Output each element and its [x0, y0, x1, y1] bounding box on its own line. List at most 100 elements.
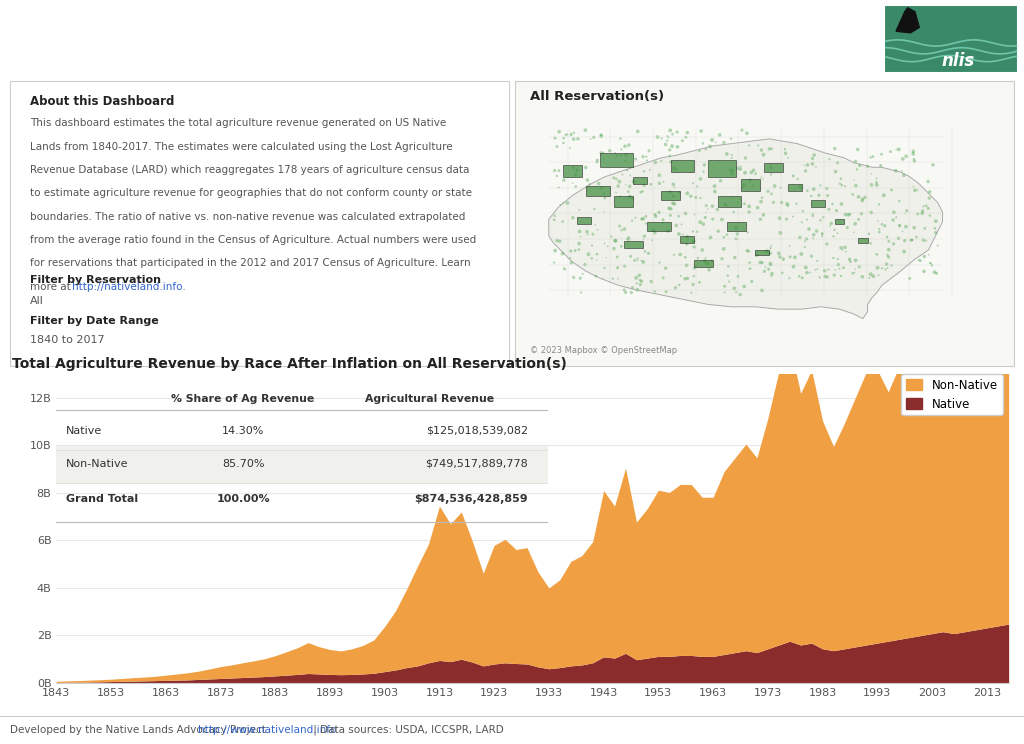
Point	[635, 151, 651, 163]
Point	[679, 187, 695, 199]
Point	[863, 167, 880, 179]
FancyBboxPatch shape	[764, 162, 783, 172]
Point	[754, 284, 770, 296]
Point	[632, 275, 648, 286]
Point	[672, 248, 688, 260]
Point	[785, 170, 802, 182]
Point	[662, 186, 678, 198]
Point	[670, 141, 686, 153]
Point	[685, 225, 701, 237]
Point	[591, 178, 607, 190]
Point	[753, 196, 769, 208]
Point	[558, 129, 574, 141]
Point	[819, 190, 836, 202]
Point	[896, 170, 912, 182]
Point	[804, 153, 820, 164]
Point	[838, 246, 854, 257]
Point	[697, 144, 714, 155]
Point	[846, 226, 862, 238]
Point	[741, 200, 758, 212]
Point	[851, 261, 867, 273]
Point	[659, 225, 676, 237]
Point	[824, 198, 841, 210]
Point	[673, 270, 689, 282]
Point	[826, 224, 843, 236]
Point	[758, 261, 774, 273]
Point	[872, 160, 889, 172]
Point	[567, 169, 584, 181]
FancyBboxPatch shape	[835, 219, 844, 224]
Point	[827, 264, 844, 276]
Point	[730, 270, 746, 282]
Point	[564, 177, 581, 189]
Point	[595, 153, 611, 165]
Point	[551, 182, 567, 193]
Text: Non-Native: Non-Native	[67, 458, 129, 469]
Point	[922, 210, 938, 222]
Point	[739, 245, 756, 257]
Point	[724, 152, 740, 164]
Point	[873, 218, 890, 230]
Point	[671, 279, 687, 291]
Point	[679, 231, 695, 243]
Point	[814, 228, 830, 240]
Point	[741, 263, 758, 275]
Point	[788, 198, 805, 210]
Point	[616, 284, 633, 296]
Point	[801, 223, 817, 235]
Point	[797, 241, 813, 253]
Point	[781, 272, 798, 284]
Point	[596, 262, 612, 274]
Point	[888, 144, 904, 155]
Point	[726, 283, 742, 295]
Point	[578, 124, 594, 136]
Point	[752, 257, 768, 269]
Point	[896, 246, 912, 257]
Point	[589, 224, 605, 236]
Point	[826, 269, 843, 281]
Text: $749,517,889,778: $749,517,889,778	[425, 458, 528, 469]
Point	[598, 251, 614, 263]
Point	[665, 128, 681, 140]
Point	[596, 205, 612, 217]
Point	[736, 198, 753, 210]
Point	[827, 166, 844, 178]
Point	[716, 243, 732, 254]
Point	[679, 272, 695, 284]
Point	[908, 231, 925, 243]
FancyBboxPatch shape	[787, 184, 802, 191]
Point	[759, 246, 775, 257]
Point	[719, 148, 735, 160]
Point	[855, 193, 871, 205]
Point	[696, 255, 713, 267]
Point	[811, 189, 827, 201]
Point	[753, 214, 769, 225]
Point	[623, 251, 639, 263]
Point	[621, 139, 637, 151]
Point	[609, 251, 626, 263]
Point	[897, 234, 913, 246]
Text: Lands from 1840-2017. The estimates were calculated using the Lost Agriculture: Lands from 1840-2017. The estimates were…	[30, 141, 453, 152]
Point	[929, 267, 945, 279]
Point	[777, 147, 794, 159]
Point	[898, 221, 914, 233]
Point	[891, 219, 907, 231]
Point	[643, 275, 659, 287]
Point	[549, 170, 565, 182]
Text: to estimate agriculture revenue for geographies that do not conform county or st: to estimate agriculture revenue for geog…	[30, 188, 472, 198]
Point	[562, 252, 579, 264]
Point	[618, 164, 635, 176]
Point	[825, 252, 842, 264]
Point	[881, 251, 897, 263]
Point	[635, 256, 651, 268]
Point	[692, 192, 709, 204]
Point	[635, 234, 651, 246]
Point	[728, 233, 744, 245]
Point	[806, 183, 822, 195]
Point	[880, 262, 896, 274]
Point	[846, 174, 862, 186]
Point	[792, 231, 808, 243]
Point	[868, 173, 885, 185]
Point	[693, 125, 710, 137]
Text: $125,018,539,082: $125,018,539,082	[426, 426, 528, 436]
